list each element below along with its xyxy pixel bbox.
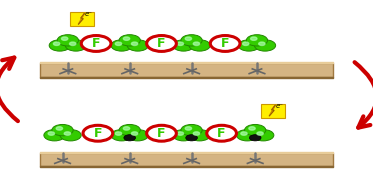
Circle shape <box>251 37 257 40</box>
Circle shape <box>147 36 176 51</box>
Text: e⁻: e⁻ <box>276 103 284 109</box>
Text: F: F <box>157 127 166 140</box>
Circle shape <box>193 132 200 135</box>
Circle shape <box>241 132 247 135</box>
Circle shape <box>65 40 87 51</box>
Circle shape <box>185 127 192 130</box>
Circle shape <box>177 132 184 135</box>
Circle shape <box>147 125 176 141</box>
FancyBboxPatch shape <box>40 153 333 166</box>
Circle shape <box>119 125 140 136</box>
Text: F: F <box>217 127 226 140</box>
Circle shape <box>189 40 210 51</box>
Circle shape <box>62 37 68 40</box>
Circle shape <box>83 125 113 141</box>
Circle shape <box>177 42 184 45</box>
Circle shape <box>115 42 122 45</box>
Circle shape <box>81 36 111 51</box>
Circle shape <box>242 42 249 45</box>
Circle shape <box>60 130 81 141</box>
Circle shape <box>254 40 276 51</box>
Circle shape <box>258 42 265 45</box>
Circle shape <box>119 35 140 46</box>
Circle shape <box>111 130 132 141</box>
Circle shape <box>52 125 73 136</box>
Circle shape <box>64 132 70 135</box>
Circle shape <box>173 40 194 51</box>
Text: F: F <box>94 127 102 140</box>
Circle shape <box>111 40 132 51</box>
Circle shape <box>124 135 135 141</box>
FancyBboxPatch shape <box>70 12 94 26</box>
Circle shape <box>186 135 197 141</box>
Polygon shape <box>269 105 275 116</box>
Circle shape <box>123 127 130 130</box>
Circle shape <box>115 132 122 135</box>
Circle shape <box>185 37 192 40</box>
Circle shape <box>246 35 267 46</box>
Circle shape <box>236 130 258 141</box>
Circle shape <box>123 37 130 40</box>
Circle shape <box>53 42 60 45</box>
Circle shape <box>181 35 202 46</box>
Circle shape <box>189 130 210 141</box>
Circle shape <box>131 132 138 135</box>
Text: F: F <box>157 37 166 50</box>
Circle shape <box>131 42 138 45</box>
Text: F: F <box>221 37 229 50</box>
FancyBboxPatch shape <box>261 104 285 118</box>
Circle shape <box>253 130 274 141</box>
Circle shape <box>210 36 240 51</box>
Circle shape <box>249 127 255 130</box>
Circle shape <box>48 132 54 135</box>
Circle shape <box>207 125 236 141</box>
Circle shape <box>56 127 63 130</box>
Circle shape <box>69 42 76 45</box>
Circle shape <box>44 130 65 141</box>
Circle shape <box>181 125 202 136</box>
Text: F: F <box>92 37 100 50</box>
Circle shape <box>49 40 70 51</box>
Circle shape <box>127 40 148 51</box>
Polygon shape <box>78 13 84 24</box>
Circle shape <box>57 35 78 46</box>
Circle shape <box>245 125 266 136</box>
Circle shape <box>173 130 194 141</box>
Circle shape <box>250 135 261 141</box>
Circle shape <box>238 40 260 51</box>
Circle shape <box>193 42 200 45</box>
Circle shape <box>257 132 263 135</box>
Text: e⁻: e⁻ <box>85 11 93 17</box>
Circle shape <box>127 130 148 141</box>
FancyBboxPatch shape <box>40 63 333 77</box>
